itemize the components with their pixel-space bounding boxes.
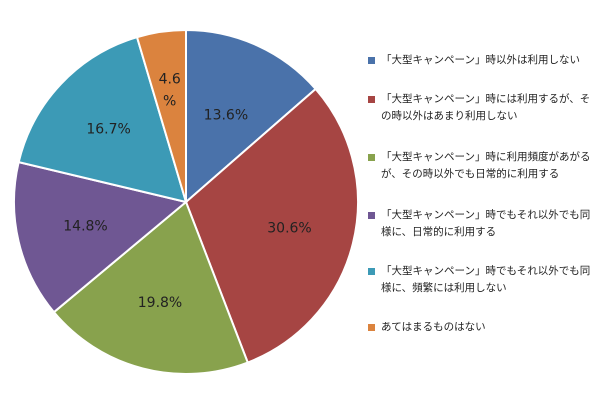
pie-data-label: 16.7%	[86, 122, 130, 138]
legend-swatch	[368, 96, 375, 103]
pie-slice	[13, 160, 189, 314]
legend-label: 「大型キャンペーン」時でもそれ以外でも同様に、頻繁には利用しない	[381, 265, 591, 294]
legend-label: 「大型キャンペーン」時に利用頻度があがるが、その時以外でも日常的に利用する	[381, 151, 591, 180]
legend-swatch	[368, 57, 375, 64]
pie-slice	[52, 200, 250, 375]
legend-item: 「大型キャンペーン」時には利用するが、その時以外はあまり利用しない	[368, 91, 596, 149]
legend-swatch	[368, 268, 375, 275]
legend-label: 「大型キャンペーン」時でもそれ以外でも同様に、日常的に利用する	[381, 209, 591, 238]
legend-swatch	[368, 212, 375, 219]
pie-data-label: 30.6%	[267, 221, 311, 237]
legend-swatch	[368, 324, 375, 331]
legend-item: あてはまるものはない	[368, 319, 596, 349]
pie-data-label: 14.8%	[63, 219, 107, 235]
legend-item: 「大型キャンペーン」時でもそれ以外でも同様に、日常的に利用する	[368, 207, 596, 263]
pie-data-labels: 13.6% 30.6% 19.8% 14.8% 16.7% 4.6%	[63, 72, 311, 311]
legend-label: 「大型キャンペーン」時以外は利用しない	[381, 54, 580, 66]
pie-slice	[185, 28, 318, 205]
chart-legend: 「大型キャンペーン」時以外は利用しない 「大型キャンペーン」時には利用するが、そ…	[368, 52, 596, 349]
pie-data-label: 19.8%	[138, 295, 182, 311]
legend-swatch	[368, 154, 375, 161]
pie-data-label: 4.6%	[159, 72, 181, 110]
legend-item: 「大型キャンペーン」時以外は利用しない	[368, 52, 596, 91]
legend-label: 「大型キャンペーン」時には利用するが、その時以外はあまり利用しない	[381, 93, 591, 122]
pie-data-label: 13.6%	[204, 107, 248, 123]
pie-slice	[135, 28, 187, 203]
legend-label: あてはまるものはない	[381, 321, 486, 333]
pie-slices	[13, 28, 359, 375]
pie-slice	[17, 35, 188, 204]
legend-item: 「大型キャンペーン」時に利用頻度があがるが、その時以外でも日常的に利用する	[368, 149, 596, 207]
legend-item: 「大型キャンペーン」時でもそれ以外でも同様に、頻繁には利用しない	[368, 263, 596, 319]
pie-slice	[184, 87, 359, 364]
